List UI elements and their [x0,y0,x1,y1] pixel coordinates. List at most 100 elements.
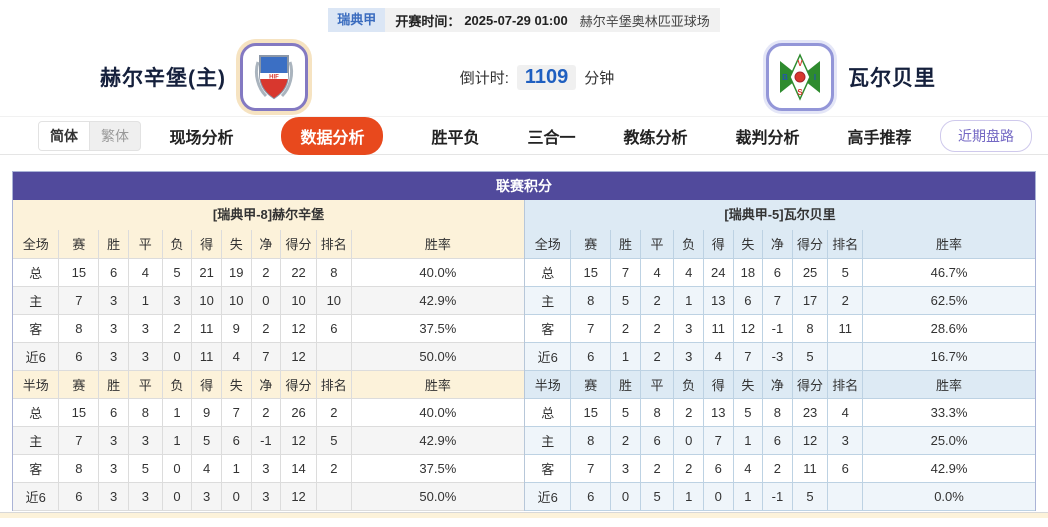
table-row: 主 8 5 2 1 13 6 7 17 2 62.5% [525,285,1035,315]
table-cell: 25 [791,257,829,287]
table-cell: -1 [250,426,282,455]
table-cell: 0 [161,454,193,483]
svg-text:B: B [782,73,788,82]
table-cell: 15 [570,398,612,427]
tab-data-analysis[interactable]: 数据分析 [281,116,384,155]
table-cell: 8 [127,398,163,427]
table-cell: 2 [762,454,793,483]
table-cell: 3 [250,454,282,483]
table-cell [315,341,352,371]
column-header: 净 [250,230,282,259]
table-cell: 6 [762,426,793,455]
table-row: 总 15 6 4 5 21 19 2 22 8 40.0% [13,257,524,287]
column-header: 失 [220,230,252,259]
table-cell: 8 [58,454,100,483]
column-header: 排名 [315,370,352,399]
away-team-crest-icon: V S B I [766,43,834,111]
tab-referee-analysis[interactable]: 裁判分析 [735,129,800,147]
table-cell: 13 [702,398,734,427]
table-cell: 0.0% [862,482,1035,511]
table-cell: 1 [161,398,193,427]
table-cell: 33.3% [862,398,1035,427]
column-header: 得 [702,370,734,399]
away-team-name: 瓦尔贝里 [848,67,936,90]
table-cell: 2 [639,313,675,343]
table-cell: 12 [280,426,317,455]
column-header: 赛 [570,370,612,399]
table-cell: 4 [220,341,252,371]
lang-simplified[interactable]: 简体 [39,121,90,150]
stats-table: 全场赛胜平负得失净得分 排名 胜率总 15 6 4 5 21 19 2 22 8 40.0% 主 7 3 1 3 1… [13,230,524,371]
home-stats-panel: [瑞典甲-8]赫尔辛堡 全场赛胜平负得失净得分 排名 胜率总 15 6 4 5 21 19 2 22… [13,200,524,511]
tab-expert-picks[interactable]: 高手推荐 [847,129,912,147]
tab-win-draw-lose[interactable]: 胜平负 [431,129,480,147]
tab-coach-analysis[interactable]: 教练分析 [623,129,688,147]
row-label: 主 [525,285,572,315]
table-cell: 3 [98,341,129,371]
table-cell: 8 [570,426,612,455]
table-cell: 5 [315,426,352,455]
row-label: 总 [13,257,60,287]
tab-live-analysis[interactable]: 现场分析 [169,129,234,147]
column-header: 平 [639,370,675,399]
table-cell: 3 [610,454,641,483]
table-cell: 37.5% [350,454,524,483]
table-cell: 6 [762,257,793,287]
home-halftime-table: 半场赛胜平负得失净得分 排名 胜率总 15 6 8 1 9 7 2 26 2 40.0% 主 7 3 3 1 5 6-… [13,370,524,511]
row-label: 客 [13,313,60,343]
column-header: 半场 [13,370,60,399]
table-cell [827,482,864,511]
table-row: 近6 6 0 5 1 0 1 -1 5 0.0% [525,482,1035,511]
table-row: 客 7 2 2 3 11 12 -1 8 11 28.6% [525,313,1035,343]
column-header: 胜 [610,230,641,259]
table-cell: 0 [250,285,282,315]
table-cell: 8 [58,313,100,343]
table-cell: 11 [827,313,864,343]
table-cell: 4 [827,398,864,427]
table-cell: 6 [827,454,864,483]
column-header: 胜率 [350,370,524,399]
column-header: 得 [191,370,222,399]
column-header: 失 [732,370,764,399]
table-row: 总 15 5 8 2 13 5 8 23 4 33.3% [525,398,1035,427]
countdown-label: 倒计时: [459,69,509,87]
table-cell: 14 [280,454,317,483]
table-cell: 3 [250,482,282,511]
stats-table: 半场赛胜平负得失净得分 排名 胜率总 15 6 8 1 9 7 2 26 2 40.0% 主 7 3 3 1 5 6-… [13,370,524,511]
table-row: 客 7 3 2 2 6 4 2 11 6 42.9% [525,454,1035,483]
section-title: 联赛积分 [13,172,1035,200]
column-header: 排名 [315,230,352,259]
table-cell: 7 [58,426,100,455]
row-label: 主 [13,426,60,455]
table-cell: 8 [791,313,829,343]
table-cell: 21 [191,257,222,287]
table-cell: 3 [161,285,193,315]
table-cell: 3 [127,313,163,343]
table-cell: 6 [58,341,100,371]
nav-tabs: 现场分析 数据分析 胜平负 三合一 教练分析 裁判分析 高手推荐 [141,116,940,155]
away-team-block: V S B I 瓦尔贝里 [766,43,936,111]
table-row: 总 15 7 4 4 24 18 6 25 5 46.7% [525,257,1035,287]
countdown-block: 倒计时: 1109 分钟 [308,64,766,90]
table-cell: 10 [220,285,252,315]
tab-three-in-one[interactable]: 三合一 [527,129,576,147]
table-cell: 2 [610,426,641,455]
column-header: 净 [762,370,793,399]
table-cell: 7 [58,285,100,315]
table-cell: 5 [639,482,675,511]
column-header: 胜 [610,370,641,399]
table-row: 主 7 3 1 3 10 10 0 10 10 42.9% [13,285,524,315]
row-label: 主 [525,426,572,455]
table-cell: 6 [58,482,100,511]
row-label: 近6 [13,482,60,511]
lang-traditional[interactable]: 繁体 [101,127,129,144]
table-cell: -1 [762,482,793,511]
stats-table: 半场赛胜平负得失净得分 排名 胜率总 15 5 8 2 13 5 8 23 4 33.3% 主 8 2 6 0 7 1… [525,370,1035,511]
table-cell: 8 [315,257,352,287]
table-cell: 6 [220,426,252,455]
table-cell: 6 [98,398,129,427]
table-row: 近6 6 3 3 0 11 4 7 12 50.0% [13,341,524,371]
table-cell: 3 [127,426,163,455]
table-cell: 4 [127,257,163,287]
recent-odds-button[interactable]: 近期盘路 [940,119,1032,152]
